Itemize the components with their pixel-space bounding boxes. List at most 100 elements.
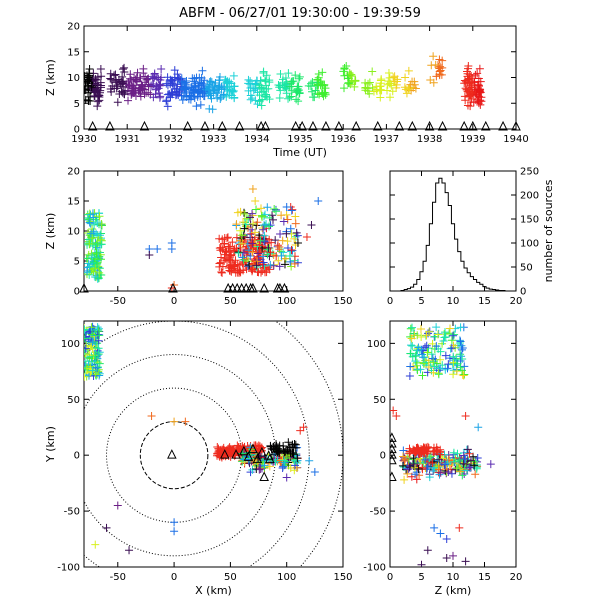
source-marker [200,87,209,96]
source-marker [447,336,456,345]
source-marker [251,243,260,252]
station-triangle [79,282,89,293]
station-triangle [257,446,267,457]
source-marker [253,249,262,258]
source-marker [267,238,276,247]
source-marker [232,220,241,229]
source-marker [311,86,320,95]
source-marker [308,78,317,87]
station-triangle [248,443,258,454]
source-marker [248,209,257,218]
source-marker [429,358,438,367]
z-y-panel: 0 5 10 15 20 -100 -50 0 50 100 Z (km) [363,320,522,597]
x-tick-label: 20 [510,296,523,307]
station-triangle [243,451,254,461]
source-marker [240,224,249,233]
source-marker [91,88,100,97]
source-marker [166,77,175,86]
source-marker [229,246,238,255]
source-marker [429,52,438,61]
source-marker [108,81,117,90]
source-marker [223,77,232,86]
source-marker [429,463,438,472]
source-marker [90,92,99,101]
source-marker [84,332,91,341]
source-marker [271,236,280,245]
plot-area [390,323,495,567]
source-marker [470,461,479,470]
station-triangle [321,120,331,131]
source-marker [456,350,465,359]
source-marker [263,203,272,212]
source-marker [211,79,220,88]
source-marker [258,211,267,220]
source-marker [436,62,445,71]
source-marker [412,358,421,367]
source-marker [291,443,300,452]
source-marker [294,74,303,83]
source-marker [216,95,225,104]
source-marker [264,84,273,93]
source-marker [463,445,472,454]
source-marker [417,332,426,341]
station-triangle [459,120,469,131]
source-marker [167,76,176,85]
source-marker [255,231,264,240]
source-marker [278,462,287,471]
x-tick-label: 1937 [374,134,399,145]
source-marker [285,93,294,102]
source-marker [436,355,445,364]
source-marker [286,224,295,233]
source-marker [405,447,414,456]
source-marker [462,85,471,94]
source-marker [215,244,224,253]
source-marker [260,92,269,101]
source-marker [256,465,265,474]
source-marker [127,76,136,85]
source-marker [361,86,370,95]
source-marker [424,329,433,338]
x-axis-label: Time (UT) [272,146,327,159]
source-marker [95,359,104,368]
source-marker [400,475,409,484]
station-triangle [437,120,448,131]
source-marker [255,81,264,90]
source-marker [242,214,251,223]
source-marker [293,454,302,463]
source-marker [233,441,242,450]
source-marker [170,84,179,93]
source-marker [226,85,235,94]
source-marker [471,470,480,479]
source-marker [91,273,100,282]
source-marker [216,447,225,456]
source-marker [463,466,472,475]
source-marker [248,465,257,474]
source-marker [295,72,304,81]
x-tick-label: 150 [333,296,352,307]
source-marker [277,211,286,220]
source-marker [414,343,423,352]
source-marker [259,225,268,234]
source-marker [307,221,316,229]
source-marker [233,268,242,277]
station-triangle [372,120,383,131]
x-tick-label: 1938 [417,134,442,145]
source-marker [163,102,172,111]
source-marker [432,323,441,332]
source-marker [474,423,483,432]
source-marker [218,235,227,244]
source-marker [291,461,300,470]
source-marker [282,473,291,482]
source-marker [162,96,171,105]
source-marker [284,69,293,78]
source-marker [166,80,175,89]
x-tick-label: -50 [110,572,126,583]
station-triangle [390,449,397,459]
source-marker [251,197,260,205]
source-marker [84,77,89,86]
source-marker [423,546,432,555]
source-marker [275,93,284,102]
source-marker [284,94,293,103]
